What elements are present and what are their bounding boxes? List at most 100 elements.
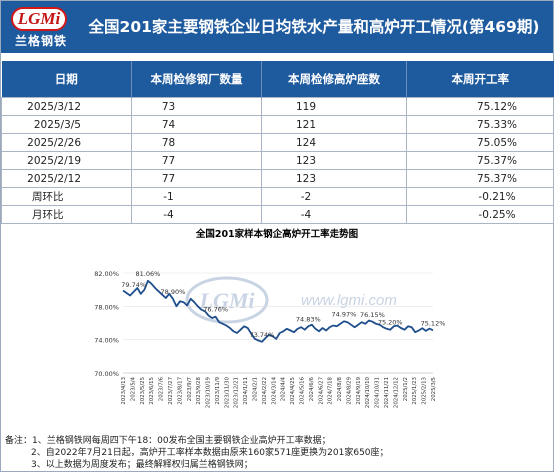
x-tick-label: 2023/9/28 — [196, 376, 202, 404]
cell-furnaces-change: -4 — [261, 205, 407, 224]
table-header-row: 日期 本周检修钢厂数量 本周检修高炉座数 本周开工率 — [1, 61, 554, 98]
footnote-2: 2、自2022年7月21日起，高炉开工率样本数据由原来160家571座更换为20… — [31, 448, 389, 458]
watermark-logo: LGMi www.lgmi.com — [185, 276, 397, 324]
cell-mills: 78 — [131, 133, 262, 152]
data-label: 79.74% — [121, 281, 146, 289]
table-row: 2025/2/26 78 124 75.05% — [1, 133, 554, 152]
cell-rate: 75.37% — [406, 151, 554, 170]
x-tick-label: 2024/7/18 — [328, 376, 334, 404]
cell-date: 2025/3/12 — [1, 97, 132, 116]
x-tick-label: 2024/2/22 — [262, 377, 268, 405]
cell-rate: 75.05% — [406, 133, 554, 152]
lgmi-logo: LGMi 兰格钢铁 — [9, 7, 75, 48]
month-over-month-row: 月环比 -4 -4 -0.25% — [1, 205, 554, 224]
cell-mills: 77 — [131, 151, 262, 170]
chart-title: 全国201家样本钢企高炉开工率走势图 — [195, 228, 358, 240]
svg-text:LGMi: LGMi — [199, 288, 256, 313]
x-tick-label: 2024/10/10 — [365, 376, 371, 408]
x-tick-label: 2023/5/25 — [140, 377, 146, 405]
data-label: 81.06% — [136, 270, 161, 278]
cell-furnaces: 123 — [261, 169, 407, 188]
cell-date: 2025/2/12 — [1, 169, 132, 188]
x-tick-label: 2024/12/12 — [393, 377, 399, 408]
week-over-week-row: 周环比 -1 -2 -0.21% — [1, 187, 554, 206]
data-label: 76.15% — [360, 311, 385, 319]
x-tick-label: 2023/11/30 — [224, 376, 230, 408]
data-label: 75.20% — [378, 319, 403, 327]
y-tick-label: 70.00% — [94, 370, 119, 378]
x-tick-label: 2024/6/27 — [318, 377, 324, 405]
page-title: 全国201家主要钢铁企业日均铁水产量和高炉开工情况(第469期) — [88, 18, 540, 36]
data-label: 74.83% — [296, 315, 321, 323]
column-header-mills: 本周检修钢厂数量 — [131, 61, 262, 98]
x-tick-label: 2024/4/4 — [281, 376, 287, 401]
x-tick-label: 2023/10/19 — [206, 376, 212, 408]
x-tick-label: 2024/4/25 — [290, 377, 296, 405]
cell-rate-change: -0.25% — [406, 205, 554, 224]
cell-furnaces: 124 — [261, 133, 407, 152]
x-tick-label: 2024/2/1 — [253, 377, 259, 401]
footnotes: 备注：1、兰格钢铁网每周四下午18：00发布全国主要钢铁企业高炉开工率数据； 2… — [5, 435, 551, 471]
data-label: 73.74% — [250, 331, 275, 339]
table-row: 2025/3/12 73 119 75.12% — [1, 97, 554, 116]
grid-layer: 70.00% 74.00% 78.00% 82.00% — [94, 270, 433, 378]
cell-rate: 75.12% — [406, 97, 554, 116]
x-tick-label: 2024/6/6 — [309, 376, 315, 401]
cell-furnaces: 119 — [261, 97, 407, 116]
footnote-1: 备注：1、兰格钢铁网每周四下午18：00发布全国主要钢铁企业高炉开工率数据； — [5, 436, 331, 446]
x-tick-label: 2024/8/8 — [337, 376, 343, 401]
logo-cn-text: 兰格钢铁 — [14, 34, 67, 48]
x-tick-label: 2024/10/31 — [375, 377, 381, 408]
series-line — [122, 279, 434, 343]
x-tick-label: 2023/7/27 — [168, 377, 174, 405]
x-tick-label: 2024/9/19 — [356, 376, 362, 404]
data-label-layer: 79.74% 81.06% 78.90% 76.76% 73.74% 74.83% 74.9… — [121, 270, 445, 339]
footnote-3: 3、以上数据为周度发布；最终解释权归属兰格钢铁网； — [31, 460, 253, 470]
data-label: 75.12% — [421, 319, 446, 327]
x-tick-label: 2025/1/23 — [412, 377, 418, 405]
table-row: 2025/3/5 74 121 75.33% — [1, 115, 554, 134]
table-row: 2025/2/12 77 123 75.37% — [1, 169, 554, 188]
cell-date: 2025/2/26 — [1, 133, 132, 152]
column-header-furnaces: 本周检修高炉座数 — [261, 61, 407, 98]
logo-badge: LGMi — [11, 7, 67, 31]
x-tick-label: 2023/11/9 — [215, 376, 221, 404]
cell-mills: 74 — [131, 115, 262, 134]
cell-furnaces-change: -2 — [261, 187, 407, 206]
cell-date: 2025/2/19 — [1, 151, 132, 170]
cell-mills: 77 — [131, 169, 262, 188]
x-tick-label: 2023/7/6 — [159, 376, 165, 401]
x-tick-label: 2023/4/13 — [121, 377, 127, 405]
blast-furnace-rate-chart: 全国201家样本钢企高炉开工率走势图 LGMi www.lgmi.com 70.… — [94, 228, 445, 408]
series-layer — [122, 279, 434, 343]
data-label: 78.90% — [160, 288, 185, 296]
cell-mills: 73 — [131, 97, 262, 116]
data-label: 74.97% — [332, 310, 357, 318]
cell-mills-change: -1 — [131, 187, 262, 206]
cell-rate: 75.33% — [406, 115, 554, 134]
header-bar: LGMi 兰格钢铁 全国201家主要钢铁企业日均铁水产量和高炉开工情况(第469… — [1, 1, 553, 53]
logo-text: LGMi — [17, 9, 61, 28]
watermark-url: www.lgmi.com — [301, 292, 397, 309]
x-tick-label: 2024/3/14 — [271, 376, 277, 404]
x-tick-label: 2024/11/21 — [384, 377, 390, 408]
x-tick-label: 2023/8/17 — [177, 377, 183, 405]
capacity-table: 日期 本周检修钢厂数量 本周检修高炉座数 本周开工率 2025/3/12 73 … — [1, 61, 554, 224]
x-tick-label: 2024/1/11 — [243, 377, 249, 405]
x-tick-label: 2023/9/7 — [187, 377, 193, 401]
table-row: 2025/2/19 77 123 75.37% — [1, 151, 554, 170]
y-tick-label: 78.00% — [94, 303, 119, 311]
cell-rate: 75.37% — [406, 169, 554, 188]
column-header-date: 日期 — [1, 61, 132, 98]
x-tick-label: 2025/2/13 — [422, 377, 428, 405]
x-tick-label: 2023/5/4 — [130, 376, 136, 401]
cell-label: 周环比 — [1, 187, 132, 206]
cell-furnaces: 121 — [261, 115, 407, 134]
column-header-rate: 本周开工率 — [406, 61, 554, 98]
cell-date: 2025/3/5 — [1, 115, 132, 134]
x-tick-label: 2024/5/16 — [299, 376, 305, 404]
x-tick-label: 2023/12/21 — [234, 377, 240, 408]
x-tick-label: 2023/6/15 — [149, 377, 155, 405]
cell-furnaces: 123 — [261, 151, 407, 170]
